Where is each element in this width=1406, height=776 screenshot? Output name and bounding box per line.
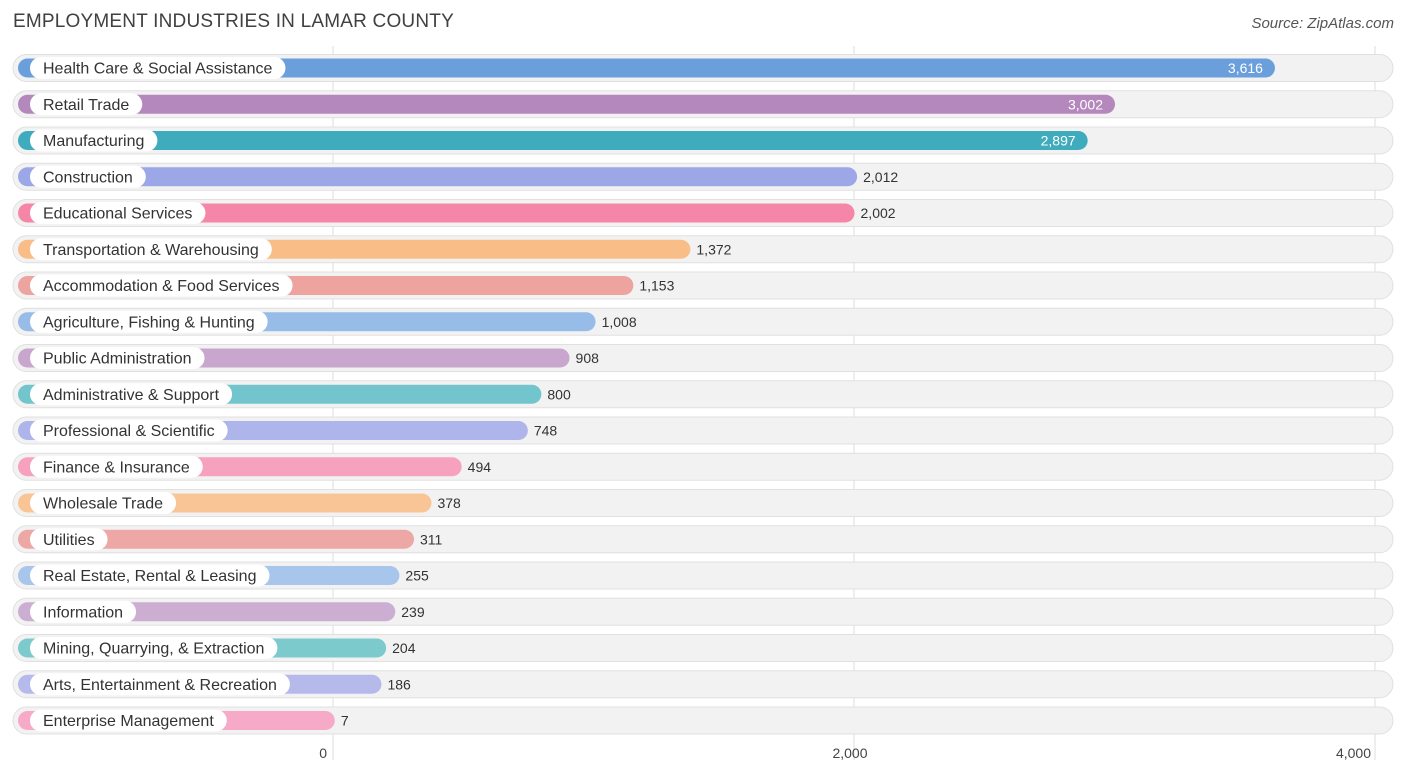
value-label: 2,012 bbox=[863, 169, 898, 185]
bar-group: Transportation & Warehousing 1,372 bbox=[18, 238, 732, 261]
bar-group: Real Estate, Rental & Leasing 255 bbox=[18, 564, 429, 587]
bar-label-pill bbox=[30, 455, 203, 478]
value-label: 1,153 bbox=[639, 278, 674, 294]
value-label: 494 bbox=[468, 459, 492, 475]
value-label: 800 bbox=[547, 386, 571, 402]
bar-label-pill bbox=[30, 165, 146, 188]
bar-label-pill bbox=[30, 419, 228, 442]
bar-label: Information bbox=[43, 604, 123, 621]
bar-group: Educational Services 2,002 bbox=[18, 202, 896, 224]
bar-group: Construction 2,012 bbox=[18, 165, 898, 188]
bar-group: Professional & Scientific 748 bbox=[18, 419, 558, 442]
bar-label-pill bbox=[30, 274, 293, 297]
x-tick-label: 4,000 bbox=[1336, 745, 1371, 761]
bar-track bbox=[12, 706, 1394, 735]
x-tick-label: 0 bbox=[319, 745, 327, 761]
bar-label: Construction bbox=[43, 169, 133, 186]
bar-label: Manufacturing bbox=[43, 133, 144, 150]
bar-label-pill bbox=[30, 57, 286, 79]
bar-label-pill bbox=[30, 673, 290, 696]
bar-label: Educational Services bbox=[43, 206, 192, 223]
source-label: Source: ZipAtlas.com bbox=[1251, 15, 1394, 32]
bar-label: Transportation & Warehousing bbox=[43, 242, 259, 259]
bar-label-pill bbox=[30, 564, 270, 587]
value-label: 378 bbox=[437, 495, 461, 511]
bar-group: Health Care & Social Assistance 3,616 bbox=[18, 57, 1275, 79]
value-label: 2,897 bbox=[1041, 133, 1076, 149]
value-label: 311 bbox=[420, 531, 443, 547]
bar-group: Utilities 311 bbox=[18, 528, 443, 551]
bar-label: Public Administration bbox=[43, 351, 192, 368]
x-tick-label: 2,000 bbox=[832, 745, 867, 761]
bar-label-pill bbox=[30, 347, 205, 369]
bar-group: Accommodation & Food Services 1,153 bbox=[18, 274, 675, 297]
bar-row bbox=[12, 706, 1394, 735]
bar bbox=[18, 94, 1116, 114]
bar-group: Public Administration 908 bbox=[18, 347, 599, 369]
value-label: 7 bbox=[341, 713, 349, 729]
value-label: 748 bbox=[534, 423, 558, 439]
bar-label-pill bbox=[30, 637, 278, 659]
value-label: 2,002 bbox=[861, 205, 896, 221]
bar-label-pill bbox=[30, 202, 206, 224]
bar bbox=[18, 167, 858, 187]
bar-label-pill bbox=[30, 709, 227, 732]
bar-label-pill bbox=[30, 528, 108, 551]
bar bbox=[18, 203, 855, 223]
value-label: 3,002 bbox=[1068, 96, 1103, 112]
bar-label-pill bbox=[30, 310, 268, 333]
bar-layer: Health Care & Social Assistance 3,616 Reta… bbox=[18, 57, 1275, 732]
bar-group: Wholesale Trade 378 bbox=[18, 492, 461, 514]
bar-group: Arts, Entertainment & Recreation 186 bbox=[18, 673, 411, 696]
bar-label: Enterprise Management bbox=[43, 713, 214, 730]
bar-group: Agriculture, Fishing & Hunting 1,008 bbox=[18, 310, 637, 333]
bar-label: Retail Trade bbox=[43, 97, 129, 114]
bar-label: Health Care & Social Assistance bbox=[43, 61, 273, 78]
value-label: 255 bbox=[405, 568, 429, 584]
bar-group: Finance & Insurance 494 bbox=[18, 455, 492, 478]
bar bbox=[18, 529, 415, 549]
bar-label: Professional & Scientific bbox=[43, 423, 215, 440]
bar-label-pill bbox=[30, 492, 177, 514]
bar-label: Administrative & Support bbox=[43, 387, 220, 404]
value-label: 204 bbox=[392, 640, 416, 656]
bar-label: Finance & Insurance bbox=[43, 459, 190, 476]
bar-group: Enterprise Management 7 bbox=[18, 709, 349, 732]
x-axis-ticks: 0 2,000 4,000 bbox=[319, 745, 1371, 761]
bar-group: Manufacturing 2,897 bbox=[18, 129, 1088, 152]
value-label: 186 bbox=[387, 676, 411, 692]
bar-label-pill bbox=[30, 129, 158, 152]
value-label: 1,008 bbox=[602, 314, 637, 330]
value-label: 239 bbox=[401, 604, 425, 620]
bar-label-pill bbox=[30, 93, 143, 116]
bar-label: Accommodation & Food Services bbox=[43, 278, 280, 295]
bar-label-pill bbox=[30, 238, 272, 261]
bar-group: Retail Trade 3,002 bbox=[18, 93, 1116, 116]
bar-label: Mining, Quarrying, & Extraction bbox=[43, 641, 264, 658]
bar-label: Wholesale Trade bbox=[43, 496, 163, 513]
bar-label: Utilities bbox=[43, 532, 95, 549]
chart-title: EMPLOYMENT INDUSTRIES IN LAMAR COUNTY bbox=[13, 11, 454, 32]
bar-label: Arts, Entertainment & Recreation bbox=[43, 677, 277, 694]
bar bbox=[18, 58, 1275, 78]
bar bbox=[18, 131, 1088, 150]
value-label: 1,372 bbox=[696, 241, 731, 257]
value-label: 908 bbox=[576, 350, 600, 366]
bar-label-pill bbox=[30, 383, 233, 406]
bar-group: Mining, Quarrying, & Extraction 204 bbox=[18, 637, 416, 659]
value-label: 3,616 bbox=[1228, 60, 1263, 76]
bar-group: Administrative & Support 800 bbox=[18, 383, 571, 406]
bar-label: Agriculture, Fishing & Hunting bbox=[43, 314, 255, 331]
bar-label-pill bbox=[30, 600, 137, 623]
bar-group: Information 239 bbox=[18, 600, 425, 623]
bar-label: Real Estate, Rental & Leasing bbox=[43, 568, 256, 585]
